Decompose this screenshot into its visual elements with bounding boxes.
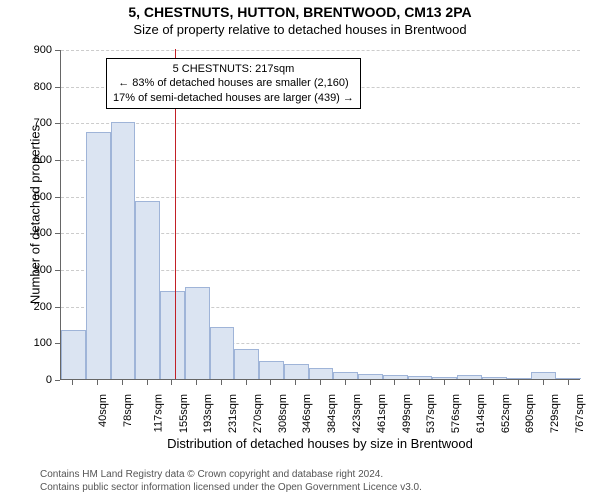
y-gridline	[61, 50, 580, 51]
x-tick	[469, 380, 470, 385]
histogram-bar	[457, 375, 482, 379]
y-axis-label: Number of detached properties	[28, 115, 43, 315]
y-gridline	[61, 123, 580, 124]
histogram-bar	[507, 378, 532, 379]
x-tick	[171, 380, 172, 385]
histogram-bar	[408, 376, 433, 379]
x-tick	[320, 380, 321, 385]
annotation-box: 5 CHESTNUTS: 217sqm← 83% of detached hou…	[106, 58, 361, 109]
annotation-line: 17% of semi-detached houses are larger (…	[113, 91, 354, 105]
x-tick-label: 308sqm	[277, 394, 289, 433]
x-tick	[196, 380, 197, 385]
annotation-line: ← 83% of detached houses are smaller (2,…	[113, 76, 354, 90]
y-gridline	[61, 197, 580, 198]
x-tick-label: 652sqm	[500, 394, 512, 433]
x-tick	[270, 380, 271, 385]
y-tick	[55, 123, 60, 124]
x-tick-label: 499sqm	[401, 394, 413, 433]
x-axis-label: Distribution of detached houses by size …	[60, 436, 580, 451]
y-tick	[55, 50, 60, 51]
x-tick-label: 614sqm	[475, 394, 487, 433]
y-tick	[55, 380, 60, 381]
x-tick	[147, 380, 148, 385]
x-tick	[72, 380, 73, 385]
x-tick	[246, 380, 247, 385]
x-tick-label: 40sqm	[97, 394, 109, 427]
histogram-bar	[61, 330, 86, 380]
x-tick	[568, 380, 569, 385]
y-tick-label: 0	[22, 374, 52, 386]
x-tick	[221, 380, 222, 385]
x-tick-label: 155sqm	[178, 394, 190, 433]
y-tick	[55, 343, 60, 344]
x-tick-label: 193sqm	[203, 394, 215, 433]
histogram-bar	[358, 374, 383, 379]
x-tick-label: 767sqm	[574, 394, 586, 433]
y-tick-label: 100	[22, 337, 52, 349]
x-tick	[419, 380, 420, 385]
y-tick	[55, 197, 60, 198]
x-tick-label: 231sqm	[227, 394, 239, 433]
histogram-bar	[234, 349, 259, 379]
histogram-bar	[482, 377, 507, 379]
histogram-bar	[210, 327, 235, 379]
y-tick-label: 800	[22, 81, 52, 93]
x-tick	[394, 380, 395, 385]
x-tick-label: 117sqm	[152, 394, 164, 432]
y-tick	[55, 87, 60, 88]
histogram-bar	[111, 122, 136, 379]
x-tick-label: 384sqm	[326, 394, 338, 433]
y-tick	[55, 160, 60, 161]
histogram-bar	[160, 291, 185, 379]
x-tick-label: 78sqm	[122, 394, 134, 427]
x-tick	[543, 380, 544, 385]
footer-attribution: Contains HM Land Registry data © Crown c…	[40, 468, 422, 494]
x-tick-label: 346sqm	[302, 394, 314, 433]
x-tick-label: 461sqm	[376, 394, 388, 433]
x-tick	[122, 380, 123, 385]
x-tick	[370, 380, 371, 385]
x-tick-label: 423sqm	[351, 394, 363, 433]
x-tick	[295, 380, 296, 385]
x-tick	[493, 380, 494, 385]
y-tick	[55, 233, 60, 234]
x-tick-label: 270sqm	[252, 394, 264, 433]
y-tick	[55, 307, 60, 308]
y-tick	[55, 270, 60, 271]
x-tick	[518, 380, 519, 385]
histogram-bar	[86, 132, 111, 380]
footer-line-1: Contains HM Land Registry data © Crown c…	[40, 468, 422, 481]
x-tick-label: 576sqm	[450, 394, 462, 433]
histogram-bar	[185, 287, 210, 379]
histogram-bar	[556, 378, 581, 379]
histogram-bar	[333, 372, 358, 379]
x-tick	[444, 380, 445, 385]
footer-line-2: Contains public sector information licen…	[40, 481, 422, 494]
page-title: 5, CHESTNUTS, HUTTON, BRENTWOOD, CM13 2P…	[0, 4, 600, 20]
y-gridline	[61, 160, 580, 161]
annotation-line: 5 CHESTNUTS: 217sqm	[113, 62, 354, 76]
x-tick-label: 729sqm	[549, 394, 561, 433]
y-tick-label: 900	[22, 44, 52, 56]
histogram-bar	[383, 375, 408, 379]
histogram-bar	[531, 372, 556, 379]
x-tick-label: 537sqm	[425, 394, 437, 433]
x-tick	[97, 380, 98, 385]
histogram-bar	[135, 201, 160, 379]
histogram-bar	[284, 364, 309, 379]
histogram-bar	[259, 361, 284, 379]
x-tick	[345, 380, 346, 385]
page-subtitle: Size of property relative to detached ho…	[0, 22, 600, 37]
x-tick-label: 690sqm	[524, 394, 536, 433]
histogram-bar	[432, 377, 457, 379]
histogram-bar	[309, 368, 334, 379]
